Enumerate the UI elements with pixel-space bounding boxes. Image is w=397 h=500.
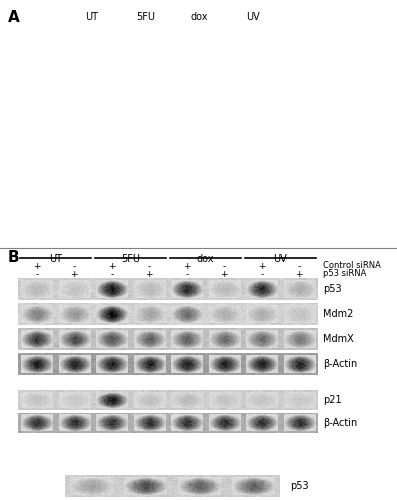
Text: +: +	[183, 262, 191, 271]
Text: -: -	[298, 262, 301, 271]
Text: -: -	[185, 270, 188, 279]
Text: UT: UT	[85, 12, 98, 22]
Text: -: -	[223, 262, 226, 271]
Text: +: +	[295, 270, 303, 279]
Text: dox: dox	[191, 12, 208, 22]
Text: +: +	[145, 270, 153, 279]
Text: +: +	[258, 262, 266, 271]
Text: p53: p53	[323, 284, 342, 294]
Text: 5FU: 5FU	[121, 254, 140, 264]
Text: B: B	[8, 250, 19, 265]
Text: +: +	[108, 262, 116, 271]
Text: Mdm2: Mdm2	[323, 309, 353, 319]
Text: UT: UT	[49, 254, 62, 264]
Text: Control siRNA: Control siRNA	[323, 260, 381, 270]
Text: +: +	[33, 262, 40, 271]
Text: dox: dox	[197, 254, 214, 264]
Text: -: -	[260, 270, 263, 279]
Text: -: -	[148, 262, 151, 271]
Text: -: -	[73, 262, 76, 271]
Text: UV: UV	[274, 254, 287, 264]
Text: +: +	[71, 270, 78, 279]
Text: MdmX: MdmX	[323, 334, 354, 344]
Text: UV: UV	[246, 12, 260, 22]
Text: p53: p53	[290, 481, 308, 491]
Text: +: +	[220, 270, 228, 279]
Text: β-Actin: β-Actin	[323, 359, 357, 369]
Text: β-Actin: β-Actin	[323, 418, 357, 428]
Text: 5FU: 5FU	[136, 12, 155, 22]
Text: p53 siRNA: p53 siRNA	[323, 268, 366, 278]
Text: -: -	[35, 270, 39, 279]
Text: A: A	[8, 10, 20, 25]
Text: p21: p21	[323, 395, 342, 405]
Text: -: -	[110, 270, 114, 279]
